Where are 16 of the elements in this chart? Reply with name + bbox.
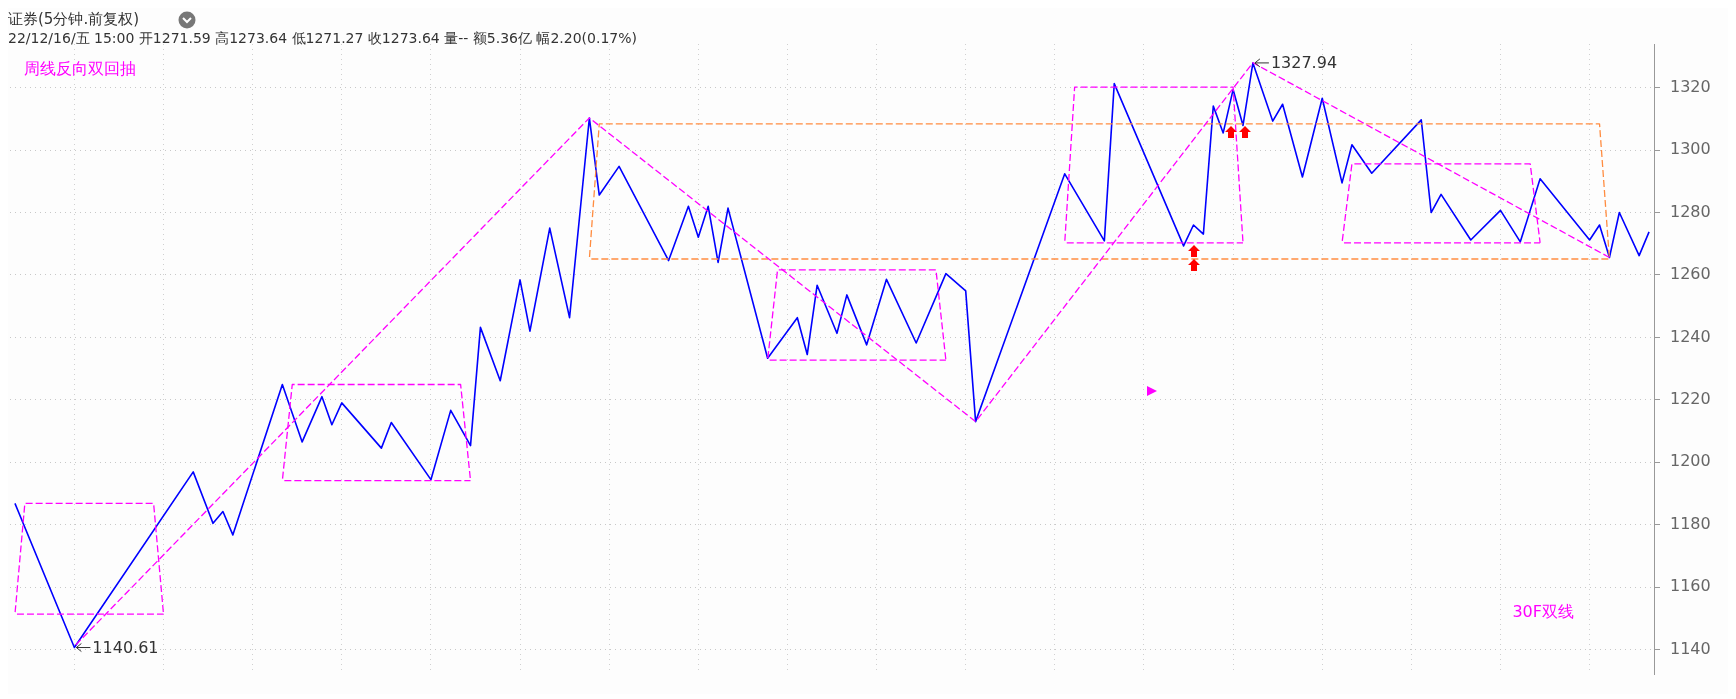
chart-title: 证券(5分钟.前复权) <box>8 10 140 29</box>
chart-subtitle: 22/12/16/五 15:00 开1271.59 高1273.64 低1271.27 收1273.64 量-- 额5.36亿 幅2.20(0.17%) <box>8 30 637 48</box>
y-tick-label: 1160 <box>1670 576 1711 596</box>
y-tick-label: 1280 <box>1670 201 1711 221</box>
y-tick-label: 1240 <box>1670 326 1711 346</box>
data-label: 1140.61 <box>92 637 159 657</box>
y-tick-label: 1220 <box>1670 388 1711 408</box>
y-tick-label: 1300 <box>1670 139 1711 159</box>
annotation: 周线反向双回抽 <box>24 59 136 79</box>
y-tick-label: 1320 <box>1670 76 1711 96</box>
annotation: 30F双线 <box>1512 601 1574 621</box>
y-tick-label: 1180 <box>1670 513 1711 533</box>
y-tick-label: 1200 <box>1670 451 1711 471</box>
y-tick-label: 1140 <box>1670 638 1711 658</box>
data-label: 1327.94 <box>1270 53 1338 73</box>
y-tick-label: 1260 <box>1670 264 1711 284</box>
